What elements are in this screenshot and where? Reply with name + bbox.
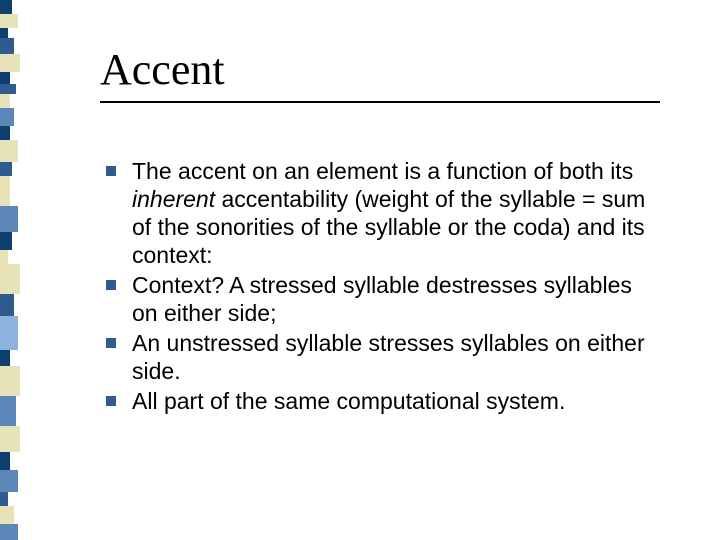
decoration-block [0,176,10,206]
decoration-block [0,38,14,54]
title-underline [100,101,660,103]
decoration-block [0,452,10,470]
decoration-block [0,470,18,492]
decoration-block [0,140,18,162]
decoration-block [0,426,20,452]
decoration-block [0,108,14,126]
decoration-block [0,294,14,316]
decoration-block [0,232,12,250]
decoration-block [0,94,10,108]
decoration-block [0,506,14,524]
slide-title: Accent [100,44,690,95]
square-bullet-icon [106,396,116,406]
decoration-block [0,0,12,14]
bullet-item: The accent on an element is a function o… [100,157,660,269]
bullet-text: All part of the same computational syste… [132,388,565,414]
square-bullet-icon [106,280,116,290]
decoration-block [0,28,8,38]
decoration-block [0,366,20,396]
bullet-text-italic: inherent [132,186,215,212]
decoration-block [0,162,12,176]
bullet-text: Context? A stressed syllable destresses … [132,272,632,326]
decoration-block [0,126,10,140]
decoration-block [0,206,18,232]
bullet-text: The accent on an element is a function o… [132,158,633,184]
decoration-block [0,84,16,94]
bullet-text: An unstressed syllable stresses syllable… [132,330,645,384]
decoration-block [0,524,18,540]
bullet-item: An unstressed syllable stresses syllable… [100,329,660,385]
decoration-block [0,14,18,28]
decoration-block [0,250,8,264]
decoration-block [0,396,16,426]
slide-content: Accent The accent on an element is a fun… [100,44,690,417]
bullet-list: The accent on an element is a function o… [100,157,660,415]
decoration-block [0,492,8,506]
decoration-block [0,72,10,84]
decoration-block [0,54,20,72]
square-bullet-icon [106,166,116,176]
bullet-item: All part of the same computational syste… [100,387,660,415]
decoration-block [0,316,18,350]
square-bullet-icon [106,338,116,348]
left-decoration-strip [0,0,24,540]
decoration-block [0,264,20,294]
decoration-block [0,350,10,366]
bullet-item: Context? A stressed syllable destresses … [100,271,660,327]
